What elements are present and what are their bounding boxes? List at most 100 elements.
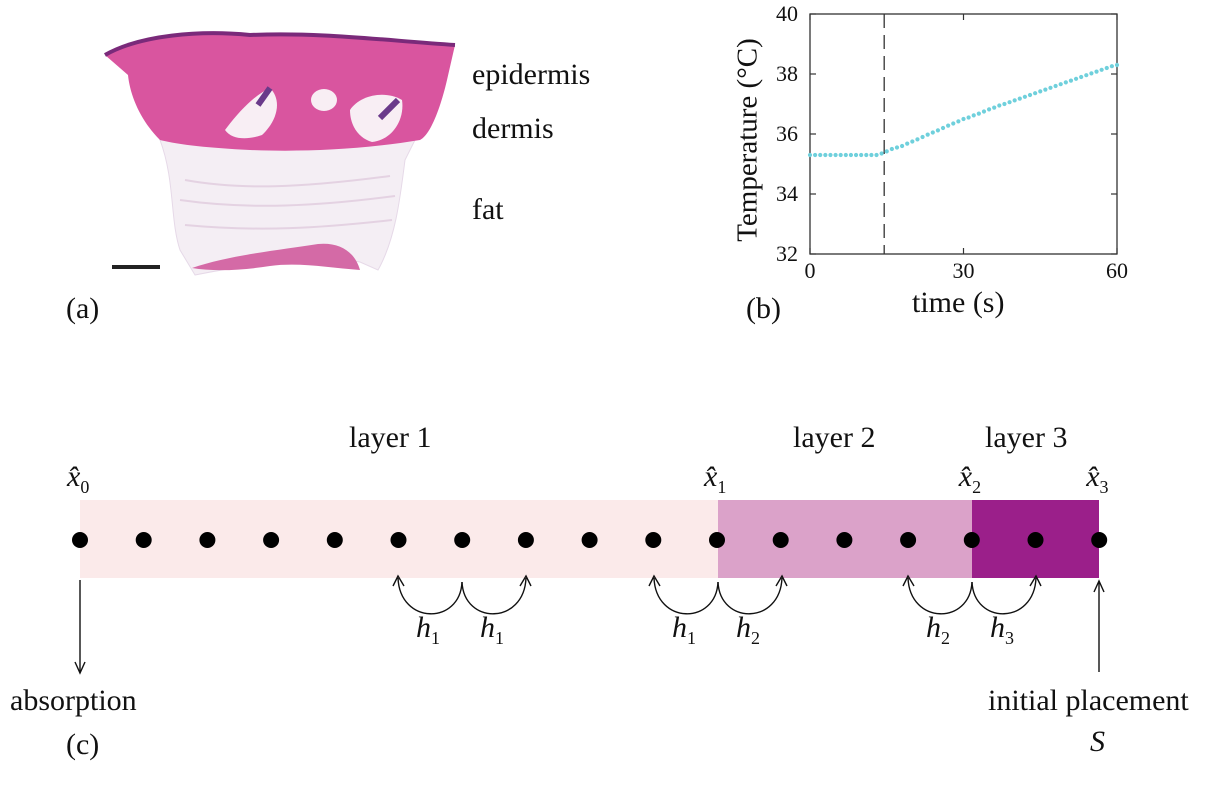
data-point	[1063, 80, 1068, 85]
data-point	[1104, 65, 1109, 71]
grid-node	[963, 532, 980, 548]
panel-a-label: (a)	[66, 292, 100, 325]
spacing-symbol: h	[736, 611, 751, 644]
layered-grid-diagram	[72, 500, 1108, 675]
data-point	[935, 128, 941, 133]
y-axis-label: Temperature (°C)	[731, 38, 764, 242]
data-point	[1079, 74, 1084, 80]
grid-node	[454, 532, 471, 548]
histology-image	[104, 31, 456, 276]
grid-node	[900, 532, 917, 548]
data-point	[853, 152, 859, 158]
absorption-label: absorption	[10, 684, 137, 717]
data-point	[1068, 78, 1074, 83]
y-tick-label: 36	[776, 121, 798, 146]
data-points	[807, 62, 1120, 158]
grid-node	[263, 532, 280, 548]
spacing-arc	[653, 577, 719, 615]
hair-shaft	[255, 86, 273, 107]
epidermis-label: epidermis	[472, 58, 591, 91]
plot-frame	[809, 13, 1118, 255]
data-point	[925, 132, 930, 137]
spacing-label: h1	[416, 613, 440, 648]
data-point	[1002, 101, 1007, 107]
data-point	[930, 130, 935, 135]
boundary-label: x̂0	[67, 462, 89, 497]
data-point	[813, 152, 818, 158]
grid-node	[709, 532, 725, 548]
grid-node	[72, 532, 88, 548]
arrowhead	[74, 661, 86, 675]
arrowhead	[1093, 579, 1105, 593]
data-point	[1114, 62, 1120, 68]
spacing-label: h2	[736, 611, 760, 648]
data-point	[818, 152, 823, 158]
grid-node	[135, 532, 152, 548]
layer-1-label: layer 1	[349, 421, 432, 454]
data-point	[889, 146, 894, 152]
spacing-subscript: 1	[431, 628, 440, 648]
spacing-arc	[461, 577, 527, 615]
spacing-symbol: h	[926, 611, 941, 644]
data-point	[1007, 100, 1012, 105]
hair-shaft	[377, 97, 401, 121]
data-point	[997, 103, 1002, 108]
spacing-label: h2	[926, 611, 950, 648]
grid-node	[836, 532, 853, 548]
x-tick-label: 0	[804, 258, 816, 283]
boundary-symbol: x̂	[1086, 460, 1100, 493]
grid-node	[581, 532, 598, 548]
data-point	[869, 152, 874, 158]
data-point	[940, 125, 946, 131]
spacing-subscript: 2	[751, 628, 760, 648]
grid-node	[390, 532, 407, 548]
data-point	[915, 137, 920, 142]
spacing-symbol: h	[480, 611, 495, 644]
data-point	[1073, 76, 1079, 81]
boundary-symbol: x̂	[958, 460, 973, 493]
data-point	[1048, 85, 1053, 90]
data-point	[1109, 64, 1114, 69]
data-point	[843, 152, 848, 158]
data-point	[1027, 92, 1033, 98]
data-point	[905, 141, 910, 146]
fascia-band	[192, 243, 360, 271]
data-point	[1043, 87, 1048, 92]
panel-c-label: (c)	[66, 728, 100, 761]
data-point	[1053, 83, 1058, 89]
data-point	[884, 149, 889, 154]
fat-texture	[179, 175, 396, 230]
y-tick-label: 34	[776, 181, 798, 206]
x-tick-label: 60	[1106, 258, 1128, 283]
spacing-subscript: 2	[941, 628, 950, 648]
initial-placement-label: initial placement	[988, 684, 1189, 717]
boundary-subscript: 1	[717, 477, 727, 497]
layer-2-label: layer 2	[793, 421, 876, 454]
spacing-arc	[717, 577, 783, 615]
data-point	[951, 121, 956, 126]
grid-node	[1027, 532, 1044, 548]
data-point	[874, 152, 879, 158]
data-point	[1012, 98, 1017, 103]
data-point	[833, 152, 838, 158]
grid-node	[645, 532, 662, 548]
spacing-subscript: 3	[1005, 628, 1014, 648]
arrowhead	[902, 574, 915, 587]
spacing-label: h1	[672, 613, 696, 648]
data-point	[971, 113, 976, 118]
boundary-label: x̂3	[1086, 460, 1108, 497]
arrowhead	[648, 574, 661, 587]
spacing-label: h1	[480, 611, 504, 648]
spacing-arc	[907, 577, 973, 615]
layer-3-label: layer 3	[985, 421, 1068, 454]
arrowhead	[1029, 574, 1042, 587]
arrowhead	[519, 574, 532, 587]
grid-nodes	[72, 532, 1108, 548]
spacing-subscript: 1	[687, 628, 696, 648]
arc-arrowheads	[392, 574, 1042, 587]
panel-b-label: (b)	[746, 292, 781, 325]
data-point	[838, 152, 843, 158]
x-axis-label: time (s)	[912, 286, 1005, 319]
arrowhead	[392, 574, 405, 587]
